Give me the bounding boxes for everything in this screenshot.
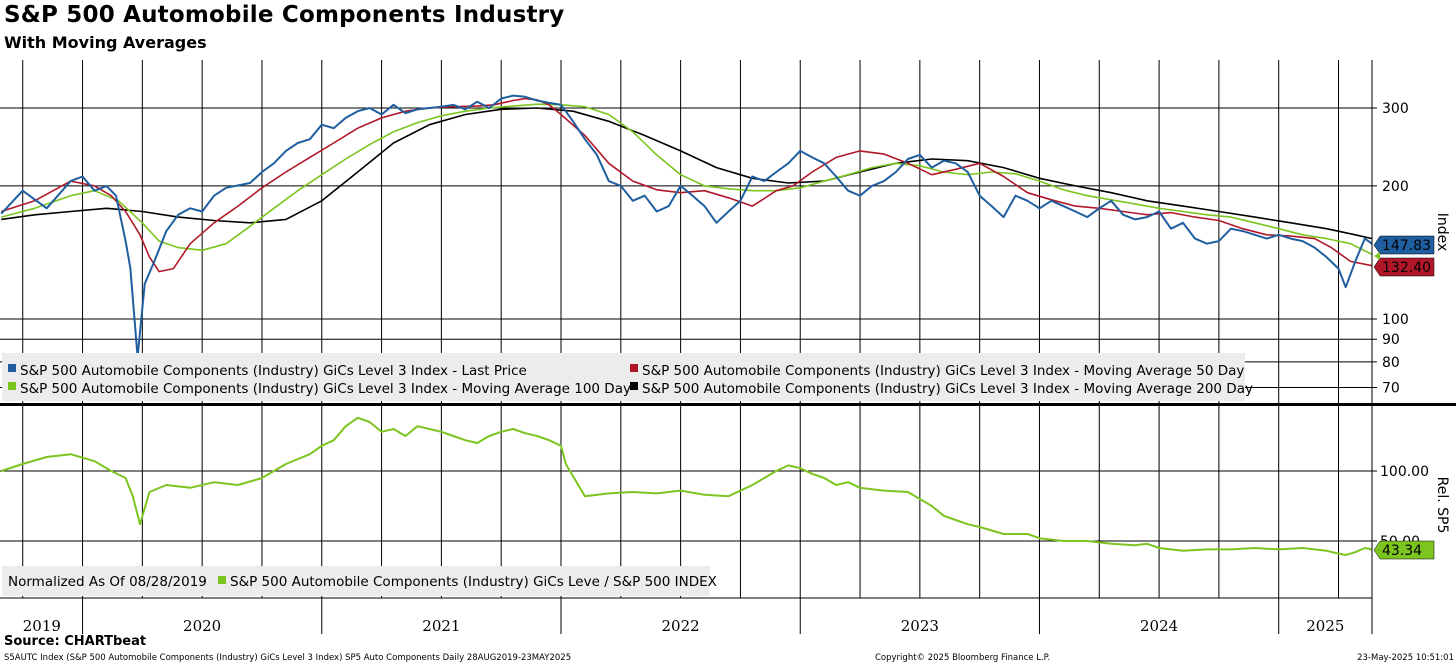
legend-label-ma100: S&P 500 Automobile Components (Industry)… [20,381,631,397]
legend-swatch-ma50 [630,364,638,372]
x-year-label: 2023 [901,617,939,635]
chart-subtitle: With Moving Averages [4,33,207,52]
legend-rel: Normalized As Of 08/28/2019 S&P 500 Auto… [2,566,717,596]
y-tick-label: 300 [1382,101,1409,117]
x-year-label: 2021 [422,617,460,635]
footer-center: Copyright© 2025 Bloomberg Finance L.P. [875,653,1051,663]
last-value-relative-bg [1373,540,1435,560]
series-line-relative [0,416,1373,556]
last-value-ma50: 132.40 [1382,260,1431,276]
last-value-relative: 43.34 [1382,543,1422,559]
source-note: Source: CHARTbeat [4,634,147,649]
y-tick-label: 80 [1382,355,1400,371]
series-line-ma50 [0,97,1373,273]
x-year-label: 2020 [183,617,221,635]
chart-title: S&P 500 Automobile Components Industry [4,2,565,28]
legend-main-bg [2,353,1245,401]
series-line-price [0,94,1373,359]
legend-label-ma50: S&P 500 Automobile Components (Industry)… [642,363,1244,379]
footer-right: 23-May-2025 10:51:01 [1357,653,1454,663]
y-tick-label: 100 [1382,312,1409,328]
legend-swatch-ma100 [8,382,16,390]
legend-swatch-rel [218,576,226,584]
y-tick-label: 70 [1382,381,1400,397]
x-year-label: 2019 [23,617,61,635]
legend-swatch-price [8,364,16,372]
series-line-ma100 [0,103,1373,256]
legend-main: S&P 500 Automobile Components (Industry)… [2,353,1253,401]
y-tick-label: 200 [1382,179,1409,195]
y-axis-title: Index [1434,213,1450,252]
legend-rel-note: Normalized As Of 08/28/2019 [8,574,207,590]
footer-left: S5AUTC Index (S&P 500 Automobile Compone… [4,653,572,663]
last-value-price-bg [1373,235,1435,255]
x-year-label: 2022 [662,617,700,635]
last-value-ma50-bg [1373,257,1435,277]
x-year-label: 2025 [1306,617,1344,635]
panel-separator [0,403,1456,406]
legend-label-ma200: S&P 500 Automobile Components (Industry)… [642,381,1253,397]
y-tick-label: 90 [1382,332,1400,348]
last-value-price: 147.83 [1382,238,1431,254]
legend-swatch-ma200 [630,382,638,390]
legend-rel-bg [2,566,710,596]
series-line-ma200 [1,107,1373,240]
x-year-label: 2024 [1140,617,1178,635]
y-tick-label-rel: 100.00 [1380,464,1429,480]
ma100-marker [1374,252,1380,260]
legend-label-rel: S&P 500 Automobile Components (Industry)… [230,574,717,590]
y-axis-title-rel: Rel. SP5 [1434,477,1450,534]
legend-label-price: S&P 500 Automobile Components (Industry)… [20,363,527,379]
